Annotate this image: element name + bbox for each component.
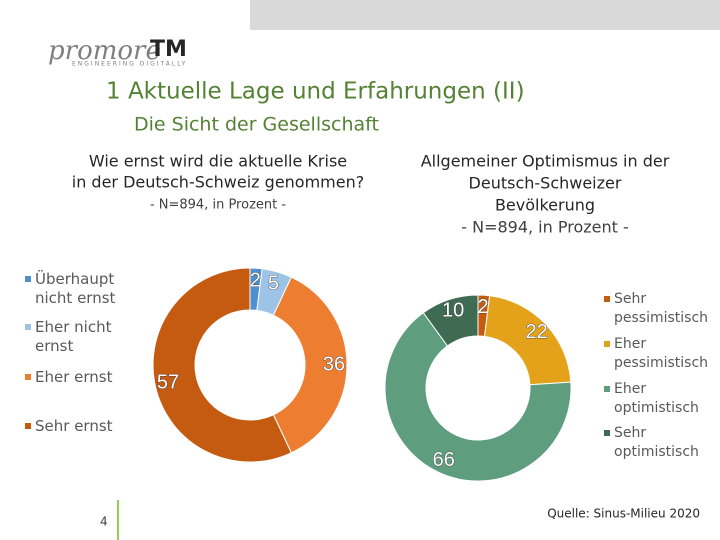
legend-item: Eher pessimistisch: [604, 335, 714, 373]
logo: promore: [48, 36, 161, 66]
slide-subtitle: Die Sicht der Gesellschaft: [134, 114, 379, 136]
legend-item: Überhaupt nicht ernst: [25, 270, 130, 308]
chart-subtitle: - N=894, in Prozent -: [150, 198, 286, 213]
chart-title: in der Deutsch-Schweiz genommen?: [72, 173, 365, 192]
donut-slice: [272, 276, 348, 454]
data-label: 2: [250, 269, 261, 291]
logo-tagline: ENGINEERING DIGITALLY: [72, 61, 187, 68]
data-label: 5: [268, 273, 279, 295]
source: Quelle: Sinus-Milieu 2020: [547, 507, 700, 521]
chart-title: Deutsch-Schweizer: [469, 174, 622, 193]
legend-label: Eher ernst: [35, 368, 113, 386]
legend-swatch: [604, 430, 610, 436]
chart-title: Bevölkerung: [495, 196, 595, 215]
top-bar: [250, 0, 720, 30]
legend-item: Sehr ernst: [25, 417, 130, 436]
legend-label: Sehr pessimistisch: [614, 291, 709, 326]
legend-label: Sehr optimistisch: [614, 425, 699, 460]
legend-item: Sehr pessimistisch: [604, 290, 714, 328]
donut-slice: [422, 294, 479, 347]
donut-slice: [152, 267, 292, 463]
data-label: 66: [433, 449, 455, 471]
donut-slice: [384, 312, 572, 482]
legend-label: Eher optimistisch: [614, 381, 699, 416]
data-label: 57: [157, 372, 179, 394]
legend-swatch: [604, 386, 610, 392]
legend-label: Überhaupt nicht ernst: [35, 270, 116, 307]
data-label: 10: [442, 300, 464, 322]
legend-item: Eher ernst: [25, 368, 130, 387]
legend-swatch: [604, 341, 610, 347]
chart-subtitle: - N=894, in Prozent -: [461, 218, 629, 237]
legend-swatch: [25, 324, 31, 330]
slide-title: 1 Aktuelle Lage und Erfahrungen (II): [106, 79, 525, 105]
data-label: 2: [477, 296, 488, 318]
legend-label: Eher pessimistisch: [614, 336, 709, 371]
legend-item: Eher optimistisch: [604, 380, 714, 418]
legend-item: Sehr optimistisch: [604, 424, 714, 462]
chart-title: Allgemeiner Optimismus in der: [421, 152, 670, 171]
legend-label: Sehr ernst: [35, 417, 113, 435]
logo-mark: TM: [150, 37, 187, 62]
chart-title: Wie ernst wird die aktuelle Krise: [89, 152, 347, 171]
legend-item: Eher nicht ernst: [25, 318, 130, 356]
legend-swatch: [604, 296, 610, 302]
legend-swatch: [25, 374, 31, 380]
legend-swatch: [25, 276, 31, 282]
legend-swatch: [25, 423, 31, 429]
page-number: 4: [100, 515, 108, 529]
data-label: 22: [526, 321, 548, 343]
data-label: 36: [323, 353, 345, 375]
legend-label: Eher nicht ernst: [35, 318, 112, 355]
